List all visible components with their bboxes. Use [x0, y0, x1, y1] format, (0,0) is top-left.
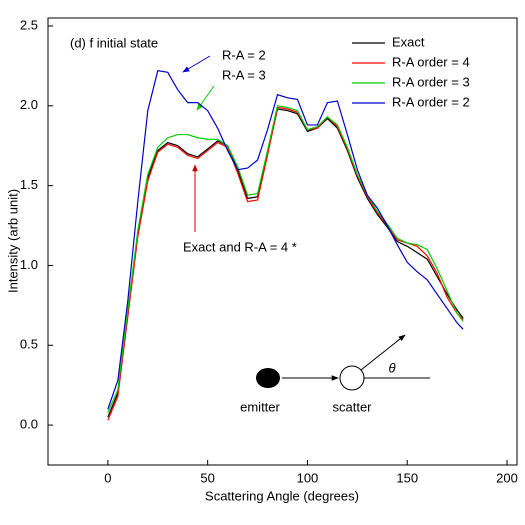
annotation: emitter	[240, 399, 280, 414]
data-line	[107, 106, 464, 421]
x-tick-label: 100	[297, 470, 319, 485]
data-line	[107, 105, 464, 413]
arrow	[182, 55, 211, 73]
emitter-atom	[256, 368, 280, 388]
y-tick-label: 0.0	[20, 417, 38, 432]
scatter-atom	[339, 365, 365, 391]
data-line	[107, 70, 464, 410]
x-tick-label: 0	[104, 470, 111, 485]
arrow	[196, 85, 215, 111]
legend-label: R-A order = 3	[392, 74, 470, 89]
y-tick-label: 2.5	[20, 17, 38, 32]
y-tick-label: 0.5	[20, 337, 38, 352]
legend-label: Exact	[392, 34, 425, 49]
x-tick-label: 200	[496, 470, 518, 485]
legend-label: R-A order = 4	[392, 54, 470, 69]
annotation: (d) f initial state	[70, 35, 158, 50]
arrow	[360, 334, 406, 371]
x-tick-label: 150	[396, 470, 418, 485]
annotation: scatter	[332, 399, 372, 414]
x-axis-label: Scattering Angle (degrees)	[205, 488, 359, 503]
annotation: R-A = 3	[222, 67, 266, 82]
annotation: Exact and R-A = 4 *	[183, 239, 297, 254]
annotation: θ	[388, 360, 395, 375]
annotation: R-A = 2	[222, 47, 266, 62]
y-axis-label: Intensity (arb unit)	[5, 189, 20, 293]
y-tick-label: 2.0	[20, 97, 38, 112]
y-tick-label: 1.0	[20, 257, 38, 272]
data-line	[107, 108, 464, 418]
legend-label: R-A order = 2	[392, 94, 470, 109]
x-tick-label: 50	[200, 470, 214, 485]
y-tick-label: 1.5	[20, 177, 38, 192]
plot-frame	[47, 17, 518, 466]
